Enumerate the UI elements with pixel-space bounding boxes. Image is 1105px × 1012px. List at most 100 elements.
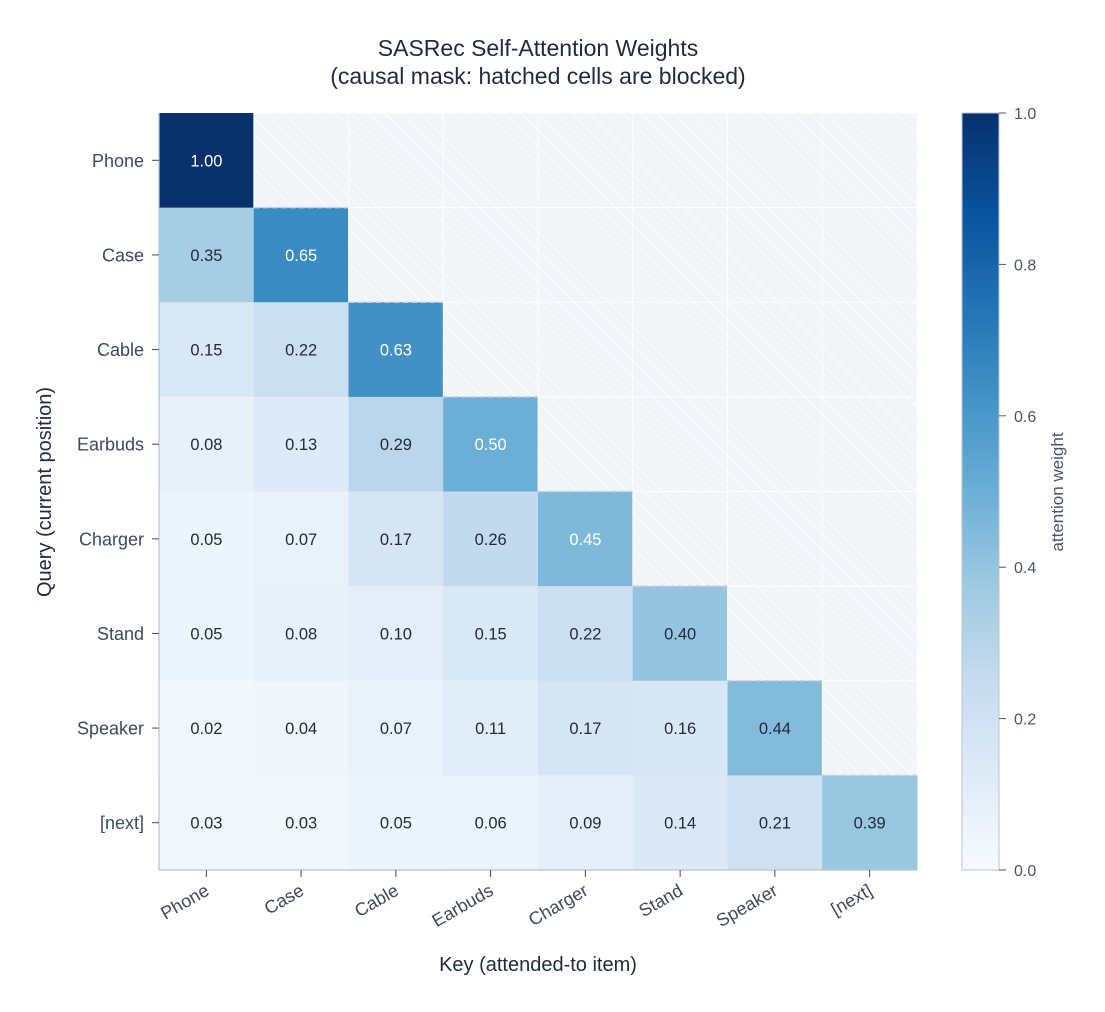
colorbar-tick-label: 0.6 [1014, 409, 1036, 426]
masked-cell-hatch [538, 396, 633, 492]
heatmap-cell [348, 396, 444, 492]
cell-value-label: 0.07 [285, 531, 317, 549]
x-tick-label: [next] [827, 880, 875, 919]
masked-cell-hatch [632, 207, 728, 303]
heatmap-cell [443, 491, 539, 587]
heatmap-cell [253, 680, 349, 776]
masked-cell-hatch [632, 302, 728, 397]
heatmap-cell [159, 491, 255, 587]
masked-cell-hatch [727, 207, 823, 303]
heatmap-cell [159, 586, 255, 682]
colorbar: 0.0 0.2 0.4 0.6 0.8 1.0 attention weight [961, 106, 1067, 880]
cell-value-label: 0.17 [569, 720, 601, 738]
chart-title-line-2: (causal mask: hatched cells are blocked) [330, 63, 745, 89]
cell-value-label: 0.11 [475, 720, 506, 738]
colorbar-tick-label: 0.8 [1014, 257, 1036, 274]
x-tick-label: Earbuds [429, 880, 497, 931]
masked-cell-hatch [443, 207, 538, 303]
y-tick-label: Speaker [77, 719, 144, 739]
heatmap-cell [253, 586, 349, 682]
colorbar-ticks: 0.0 0.2 0.4 0.6 0.8 1.0 [999, 106, 1036, 880]
masked-cell-hatch [727, 396, 823, 492]
cell-value-label: 0.14 [664, 815, 696, 833]
heatmap-cell [348, 302, 444, 398]
masked-cell-hatch [443, 302, 538, 397]
colorbar-tick-label: 0.4 [1014, 560, 1036, 577]
cell-value-label: 0.44 [759, 720, 791, 738]
heatmap-cell [159, 396, 255, 492]
cell-value-label: 0.09 [569, 815, 601, 833]
heatmap-cell [159, 113, 255, 209]
cell-value-label: 0.39 [854, 815, 886, 833]
masked-cell-hatch [822, 396, 917, 492]
masked-cell-hatch [727, 302, 823, 397]
heatmap-cell [348, 491, 444, 587]
heatmap-cell [538, 680, 634, 776]
y-tick-label: Case [102, 245, 144, 265]
masked-cell-hatch [253, 113, 349, 208]
masked-cell-hatch [632, 113, 728, 208]
masked-cell-hatch [822, 302, 917, 397]
heatmap-cell [253, 207, 349, 303]
cell-value-label: 0.50 [475, 436, 507, 454]
heatmap-cell [443, 775, 539, 871]
x-tick-label: Phone [157, 880, 212, 923]
cell-value-label: 0.08 [190, 436, 222, 454]
heatmap-cell [159, 680, 255, 776]
heatmap-cell [538, 586, 634, 682]
cell-value-label: 0.26 [475, 531, 507, 549]
heatmap-cell [443, 396, 539, 492]
y-tick-label: Charger [79, 529, 144, 549]
cell-value-label: 0.29 [380, 436, 412, 454]
cell-value-label: 0.17 [380, 531, 412, 549]
cell-value-label: 0.22 [285, 342, 317, 360]
cell-value-label: 0.40 [664, 625, 696, 643]
heatmap-cell [727, 775, 823, 871]
masked-cell-hatch [538, 113, 633, 208]
cell-value-label: 0.05 [190, 625, 222, 643]
x-tick-label: Cable [351, 880, 402, 921]
masked-cell-hatch [822, 491, 917, 587]
heatmap-cell [253, 491, 349, 587]
y-tick-label: Cable [97, 340, 144, 360]
masked-cell-hatch [538, 207, 633, 303]
heatmap-cell [822, 775, 918, 871]
cell-value-label: 0.07 [380, 720, 412, 738]
masked-cell-hatch [727, 113, 823, 208]
cell-value-label: 0.15 [190, 342, 222, 360]
heatmap-cell [253, 775, 349, 871]
heatmap-cell [443, 586, 539, 682]
masked-cell-hatch [348, 113, 444, 208]
heatmap-plot-area: 1.00 0.35 0.65 0.15 0.22 0.63 0.08 0.13 0.29 0.50… [158, 112, 918, 871]
masked-cell-hatch [727, 586, 823, 681]
y-tick-label: [next] [100, 813, 144, 833]
heatmap-cell [159, 302, 255, 398]
cell-value-label: 0.04 [285, 720, 317, 738]
heatmap-cell [348, 586, 444, 682]
colorbar-label: attention weight [1048, 432, 1067, 551]
cell-value-label: 0.06 [475, 815, 507, 833]
x-tick-label: Case [261, 880, 307, 918]
x-axis-label: Key (attended-to item) [439, 954, 637, 976]
cell-value-label: 0.45 [569, 531, 601, 549]
cell-value-label: 0.05 [190, 531, 222, 549]
masked-cell-hatch [822, 113, 917, 208]
heatmap-cell [159, 775, 255, 871]
cell-value-label: 0.15 [475, 625, 507, 643]
x-axis-ticks: Phone Case Cable Earbuds Charger Stand Speaker… [157, 870, 876, 931]
heatmap-cell [159, 207, 255, 303]
cell-value-label: 0.10 [380, 625, 412, 643]
heatmap-cell [632, 586, 728, 682]
masked-cell-hatch [822, 207, 917, 303]
y-axis-label: Query (current position) [34, 387, 56, 597]
heatmap-cell [538, 491, 634, 587]
y-axis-ticks: Phone Case Cable Earbuds Charger Stand Speaker… [77, 151, 159, 833]
cell-value-label: 0.22 [569, 625, 601, 643]
heatmap-cell [253, 302, 349, 398]
cell-value-label: 0.03 [190, 815, 222, 833]
heatmap-cell [538, 775, 634, 871]
cell-value-label: 0.35 [190, 247, 222, 265]
heatmap-cell [348, 680, 444, 776]
cell-value-label: 0.13 [285, 436, 317, 454]
